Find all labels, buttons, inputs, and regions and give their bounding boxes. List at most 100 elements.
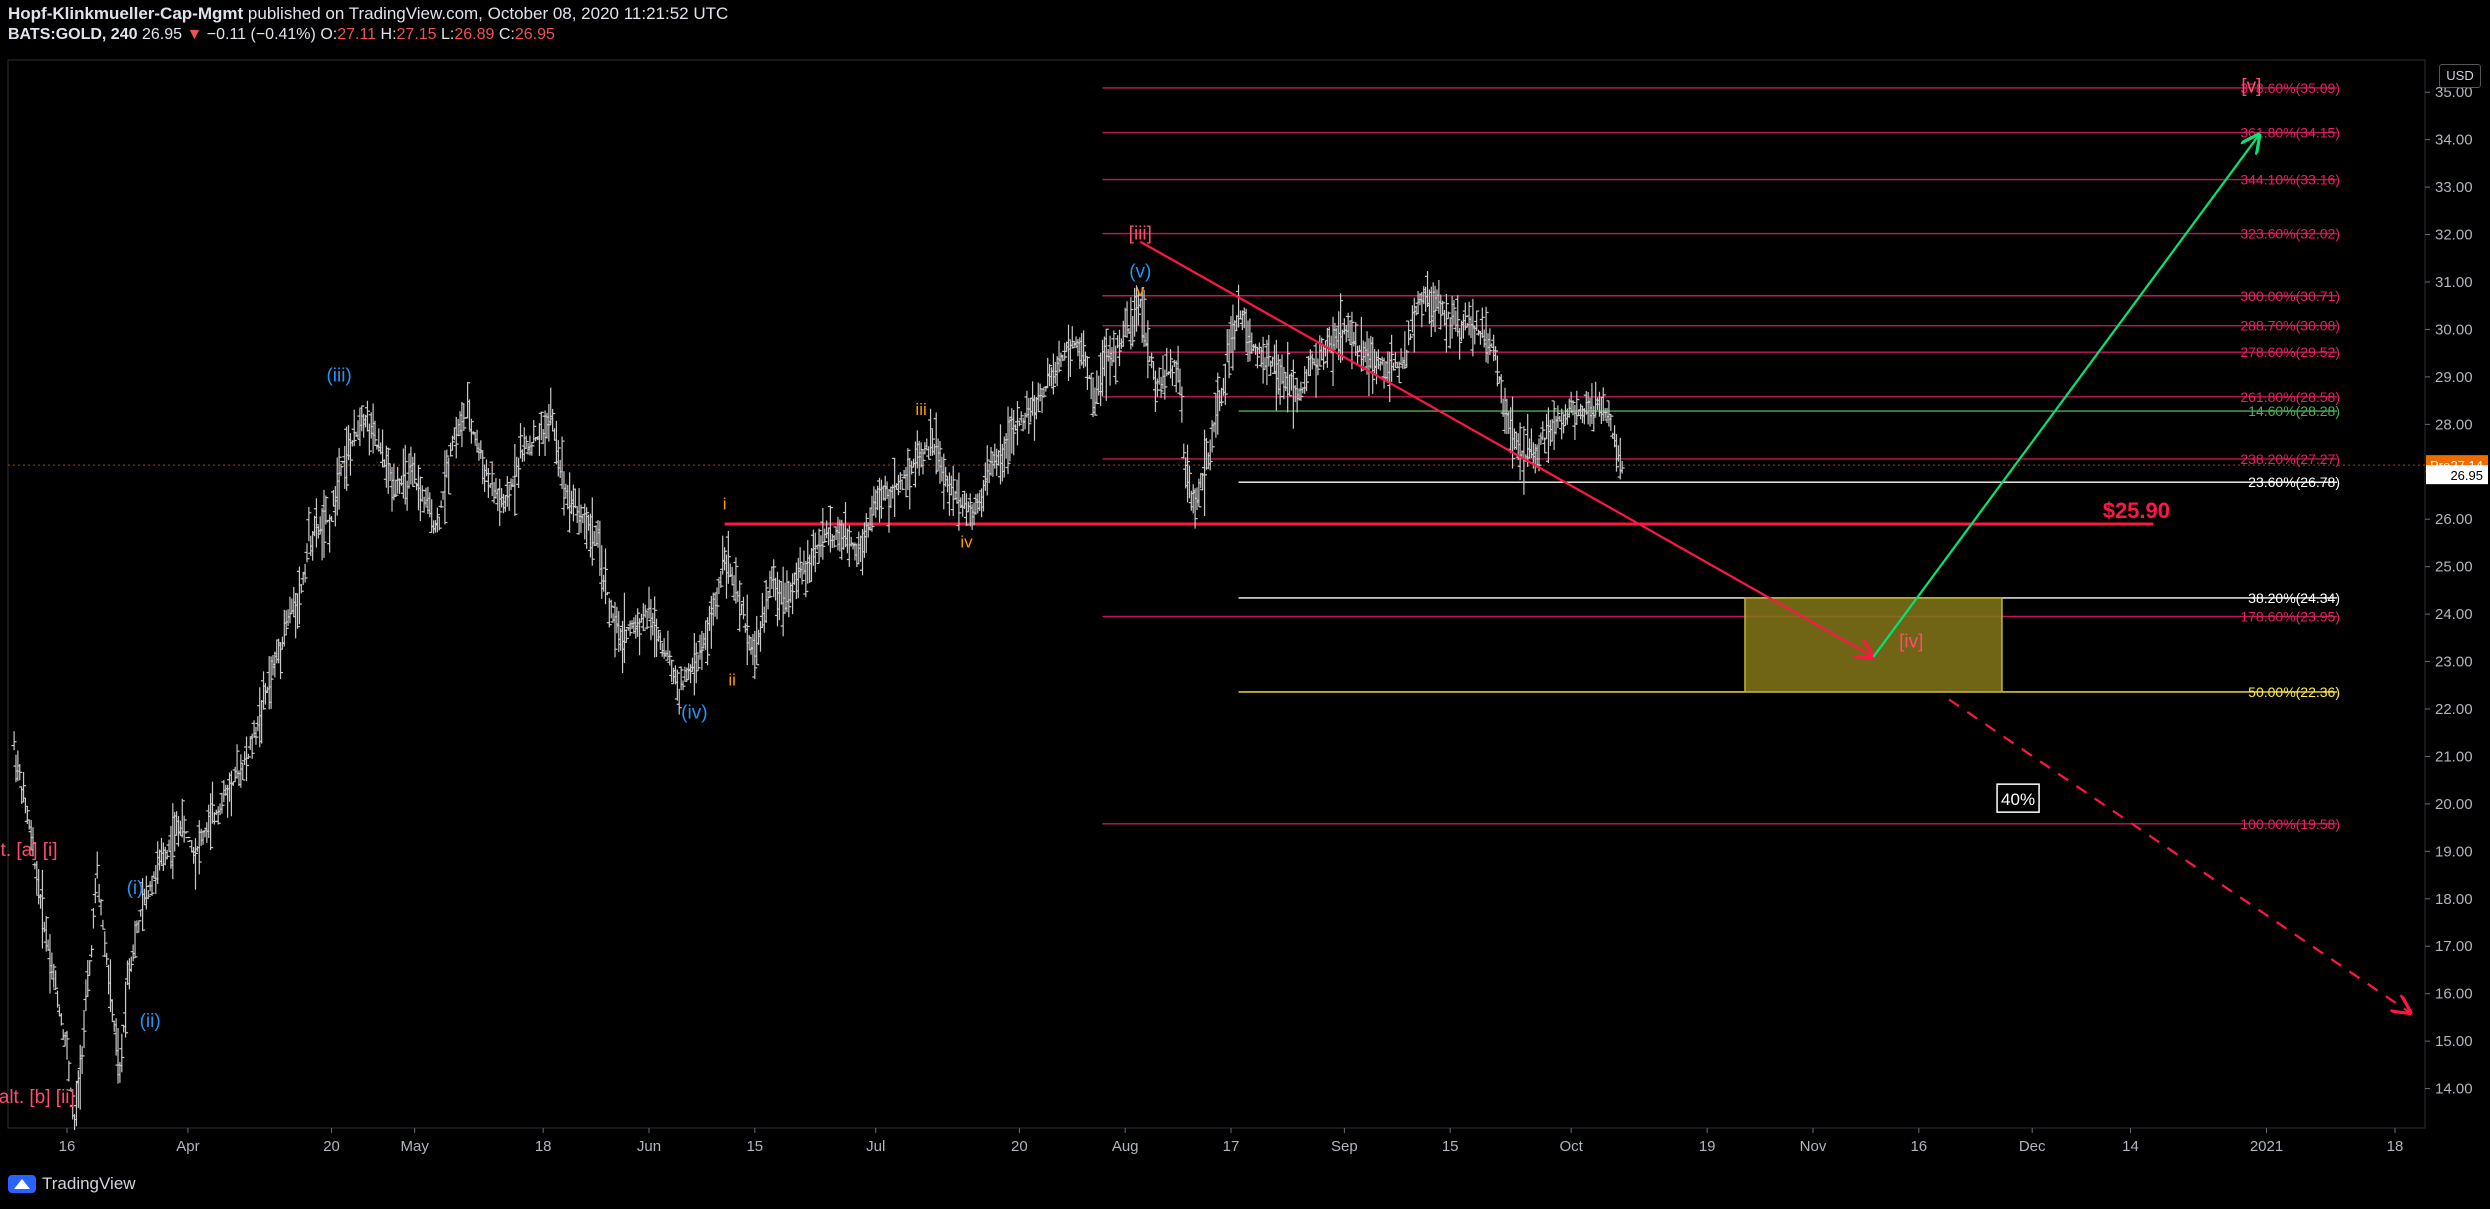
price-bar [725, 530, 731, 584]
price-bar [644, 610, 650, 630]
price-bar [1547, 419, 1553, 447]
price-bar [410, 456, 416, 488]
price-bar [1088, 372, 1094, 400]
fib-level-label: 14.60%(28.28) [2248, 403, 2340, 419]
x-tick-label: Aug [1112, 1138, 1139, 1155]
fib-level-label: 50.00%(22.36) [2248, 684, 2340, 700]
price-bar [612, 601, 618, 658]
price-bar [359, 405, 365, 432]
wave-label: [v] [2241, 76, 2261, 97]
price-bar [68, 1087, 74, 1092]
price-bar [807, 554, 813, 583]
price-bar [1445, 311, 1451, 320]
price-bar [336, 447, 342, 510]
currency-button[interactable]: USD [2439, 64, 2481, 88]
open-label: O: [320, 26, 338, 43]
x-tick-label: 20 [1011, 1138, 1028, 1155]
price-bar [347, 432, 353, 476]
price-bar [905, 448, 911, 491]
x-tick-label: Jul [866, 1138, 885, 1155]
price-bar [640, 603, 646, 632]
price-bar [1479, 307, 1485, 338]
price-bar [1608, 413, 1614, 431]
price-bar [827, 505, 833, 553]
price-bar [130, 944, 136, 962]
price-bar [1536, 438, 1542, 472]
price-bar [1591, 405, 1597, 432]
price-bar [1162, 369, 1168, 400]
price-bar [803, 561, 809, 598]
price-bar [140, 878, 146, 932]
price-bar [1466, 301, 1472, 336]
price-bar [1016, 420, 1022, 427]
price-bar [149, 876, 155, 896]
price-bar [763, 580, 769, 623]
author-name[interactable]: Hopf-Klinkmueller-Cap-Mgmt [8, 4, 244, 23]
price-bar [1613, 434, 1619, 472]
price-bar [385, 447, 391, 494]
price-bar [1041, 388, 1047, 398]
price-bar [64, 1030, 70, 1060]
price-bar [1253, 343, 1259, 355]
x-tick-label: Nov [1800, 1138, 1827, 1155]
wave-label: (v) [1129, 261, 1151, 282]
price-bar [1149, 352, 1155, 369]
price-bar [1391, 362, 1397, 371]
price-bar [261, 671, 267, 710]
x-tick-label: Jun [637, 1138, 661, 1155]
close-value: 26.95 [514, 26, 555, 43]
price-bar [208, 793, 214, 851]
price-bar [776, 579, 782, 621]
price-bar [92, 878, 98, 904]
price-bar [1011, 409, 1017, 456]
price-bar [489, 461, 495, 497]
percent-label: 40% [2001, 790, 2035, 809]
wave-label: i [723, 495, 727, 514]
price-bar [1168, 349, 1174, 379]
price-bar [516, 457, 522, 488]
price-bar [245, 753, 251, 759]
fib-level-label: 100.00%(19.58) [2240, 816, 2340, 832]
price-bar [608, 599, 614, 619]
price-bar [372, 420, 378, 446]
price-bar [1185, 444, 1191, 503]
price-bar [1287, 375, 1293, 397]
y-tick-label: 28.00 [2435, 416, 2473, 433]
price-bar [1113, 345, 1119, 385]
x-tick-label: 15 [1442, 1138, 1459, 1155]
wave-label: iv [960, 533, 973, 552]
price-bar [737, 580, 743, 632]
price-bar [1056, 340, 1062, 373]
target-zone-box [1744, 597, 2003, 693]
price-bar [344, 426, 350, 491]
symbol-name[interactable]: BATS:GOLD, 240 [8, 26, 138, 43]
price-bar [831, 535, 837, 548]
fib-level-label: 300.00%(30.71) [2240, 288, 2340, 304]
price-bar [1181, 443, 1187, 459]
price-bar [415, 464, 421, 511]
price-bar [459, 401, 465, 448]
price-bar [570, 484, 576, 522]
wave-label: (iv) [681, 702, 707, 723]
price-bar [89, 945, 95, 958]
price-bar [123, 981, 129, 1038]
price-bar [145, 890, 151, 900]
x-tick-label: May [401, 1138, 430, 1155]
price-bar [238, 754, 244, 788]
price-bar [338, 463, 344, 477]
low-value: 26.89 [454, 26, 495, 43]
fib-level-label: 288.70%(30.08) [2240, 318, 2340, 334]
price-bar [878, 479, 884, 519]
y-tick-label: 20.00 [2435, 796, 2473, 813]
y-tick-label: 35.00 [2435, 84, 2473, 101]
price-bar [30, 827, 36, 857]
price-bar [799, 565, 805, 585]
price-bar [1067, 341, 1073, 378]
price-bar [1222, 363, 1228, 405]
price-bar [442, 450, 448, 525]
price-bar [1065, 324, 1071, 381]
tradingview-logo[interactable]: TradingView [8, 1174, 136, 1194]
price-bar [230, 781, 236, 787]
price-bar [1005, 406, 1011, 474]
